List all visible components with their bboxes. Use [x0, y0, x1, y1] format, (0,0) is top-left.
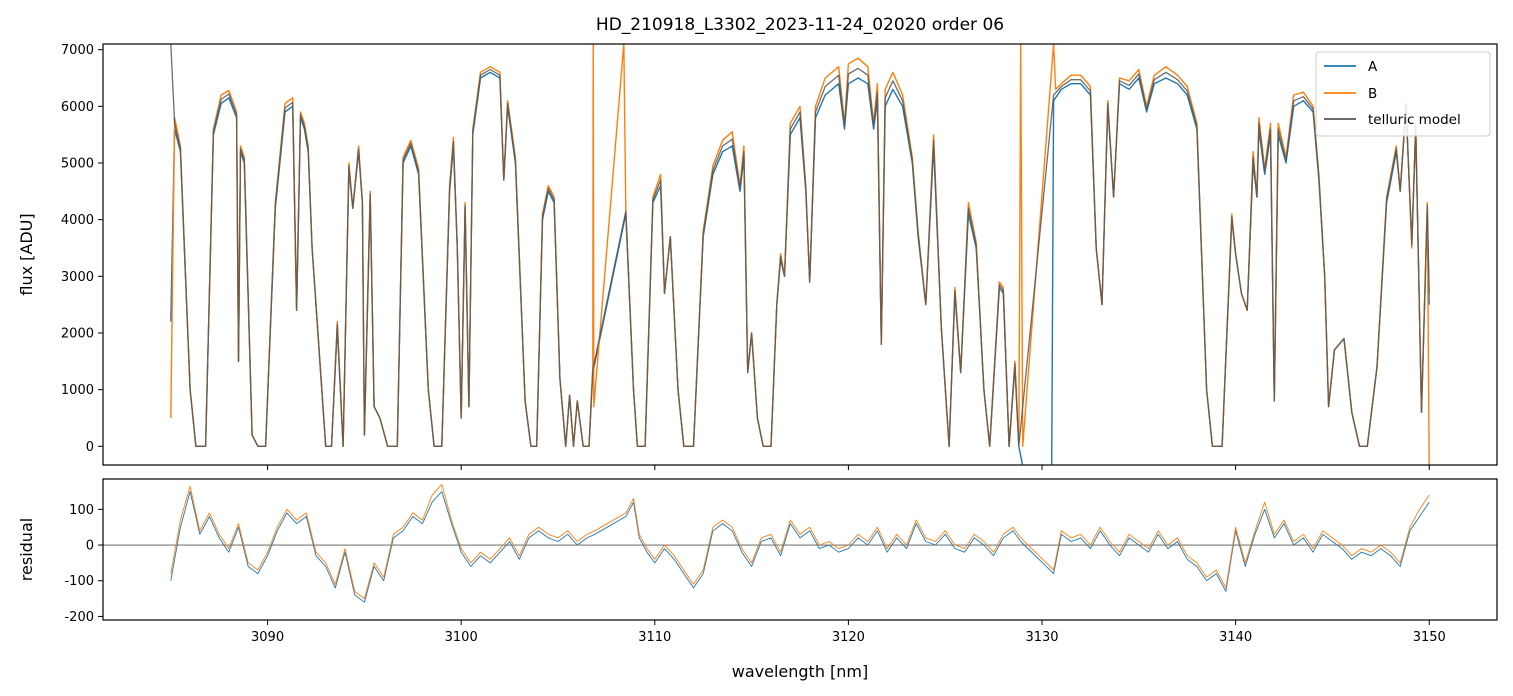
residual-series-b [170, 483, 1430, 600]
flux-axis-label: flux [ADU] [17, 213, 36, 295]
y-tick-label: 7000 [61, 43, 94, 58]
x-tick-label: 3140 [1219, 630, 1252, 645]
legend: A B telluric model [1315, 51, 1491, 137]
y-tick-label: 3000 [61, 270, 94, 285]
x-tick-label: 3120 [832, 630, 865, 645]
legend-label-a: A [1368, 59, 1378, 75]
y-tick-label: -100 [64, 574, 94, 589]
flux-panel-frame [102, 43, 1498, 466]
y-tick-label: 100 [69, 503, 94, 518]
wavelength-axis-label: wavelength [nm] [732, 662, 869, 681]
residual-series-a [170, 491, 1430, 603]
x-tick-label: 3150 [1413, 630, 1446, 645]
x-tick-label: 3130 [1025, 630, 1058, 645]
chart-title: HD_210918_L3302_2023-11-24_02020 order 0… [596, 15, 1004, 35]
legend-label-telluric: telluric model [1368, 112, 1461, 128]
legend-box [1315, 51, 1491, 137]
legend-label-b: B [1368, 86, 1377, 102]
x-tick-label: 3100 [445, 630, 478, 645]
y-tick-label: -200 [64, 610, 94, 625]
y-tick-label: 0 [86, 539, 94, 554]
residual-panel-frame [102, 478, 1498, 621]
y-tick-label: 6000 [61, 100, 94, 115]
y-tick-label: 5000 [61, 156, 94, 171]
y-tick-label: 4000 [61, 213, 94, 228]
residual-panel: -200 -100 0 100 3090 3100 3110 3120 3130 3140 315… [17, 478, 1498, 645]
x-tick-label: 3090 [251, 630, 284, 645]
y-tick-label: 2000 [61, 326, 94, 341]
flux-series-telluric-model [170, 44, 1430, 447]
y-tick-label: 1000 [61, 383, 94, 398]
y-tick-label: 0 [86, 440, 94, 455]
x-tick-label: 3110 [638, 630, 671, 645]
flux-panel: 0 1000 2000 3000 4000 5000 6000 7000 flux [ADU] [17, 43, 1498, 470]
residual-axis-label: residual [17, 518, 36, 581]
